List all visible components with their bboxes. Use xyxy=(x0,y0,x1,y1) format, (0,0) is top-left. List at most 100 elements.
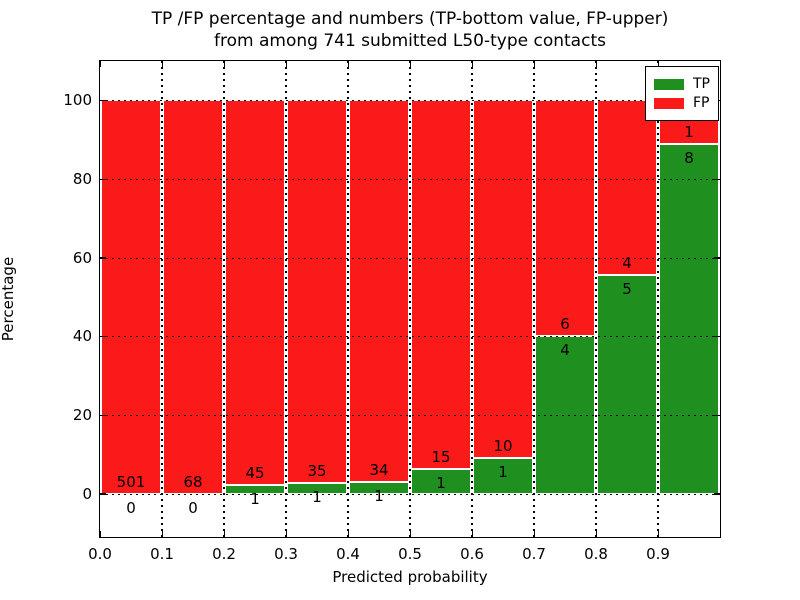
y-tick-right xyxy=(714,178,720,181)
x-tick-top xyxy=(161,61,163,67)
bar-segment-fp xyxy=(535,100,595,337)
tp-count-label: 1 xyxy=(250,490,260,509)
x-tick-top xyxy=(409,61,411,67)
gridline-horizontal xyxy=(100,257,720,259)
legend-label-tp: TP xyxy=(693,76,710,92)
gridline-vertical xyxy=(409,61,411,537)
x-tick-bottom xyxy=(223,531,225,537)
tp-count-label: 5 xyxy=(622,280,632,299)
x-tick-label: 0.3 xyxy=(274,545,298,563)
x-tick-top xyxy=(533,61,535,67)
legend: TP FP xyxy=(645,66,719,121)
x-tick-bottom xyxy=(657,531,659,537)
bar-segment-tp xyxy=(659,144,719,494)
y-tick-right xyxy=(714,335,720,338)
bar-segment-fp xyxy=(597,100,657,276)
y-tick-left xyxy=(100,178,106,181)
gridline-vertical xyxy=(657,61,659,537)
fp-count-label: 45 xyxy=(245,464,265,483)
x-tick-label: 0.6 xyxy=(460,545,484,563)
x-tick-label: 0.0 xyxy=(88,545,112,563)
chart-title-line1: TP /FP percentage and numbers (TP-bottom… xyxy=(151,9,669,29)
gridline-vertical xyxy=(223,61,225,537)
bar-segment-tp xyxy=(597,275,657,494)
tp-count-label: 1 xyxy=(374,487,384,506)
x-tick-label: 0.2 xyxy=(212,545,236,563)
gridline-horizontal xyxy=(100,493,720,495)
gridline-vertical xyxy=(347,61,349,537)
y-tick-left xyxy=(100,414,106,417)
gridline-horizontal xyxy=(100,336,720,338)
x-tick-bottom xyxy=(719,531,721,537)
y-tick-label: 20 xyxy=(72,406,92,425)
bar-segment-tp xyxy=(225,485,285,494)
x-tick-top xyxy=(99,61,101,67)
gridline-vertical xyxy=(285,61,287,537)
x-tick-top xyxy=(595,61,597,67)
tp-count-label: 1 xyxy=(312,487,322,506)
x-tick-top xyxy=(719,61,721,67)
bar-segment-fp xyxy=(411,100,471,470)
y-tick-label: 0 xyxy=(82,484,92,503)
gridline-vertical xyxy=(533,61,535,537)
legend-entry-tp: TP xyxy=(654,76,710,92)
chart-title-line2: from among 741 submitted L50-type contac… xyxy=(214,31,606,51)
y-tick-right xyxy=(714,257,720,259)
tp-count-label: 1 xyxy=(436,474,446,493)
x-tick-bottom xyxy=(533,531,535,537)
fp-count-label: 6 xyxy=(560,315,570,334)
fp-count-label: 15 xyxy=(431,448,451,467)
y-tick-right xyxy=(714,414,720,417)
x-tick-bottom xyxy=(161,531,163,537)
x-tick-top xyxy=(347,61,349,67)
tp-count-label: 0 xyxy=(188,498,198,517)
x-tick-label: 0.5 xyxy=(398,545,422,563)
x-tick-bottom xyxy=(409,531,411,537)
tp-count-label: 8 xyxy=(684,149,694,168)
y-tick-label: 40 xyxy=(72,327,92,346)
y-tick-left xyxy=(100,99,106,102)
fp-count-label: 35 xyxy=(307,461,327,480)
bar-segment-tp xyxy=(535,336,595,494)
y-tick-label: 80 xyxy=(72,170,92,189)
y-axis-label: Percentage xyxy=(0,256,17,342)
y-tick-right xyxy=(714,493,720,495)
tp-swatch-icon xyxy=(654,78,684,90)
gridline-horizontal xyxy=(100,100,720,102)
fp-count-label: 1 xyxy=(684,123,694,142)
y-tick-left xyxy=(100,335,106,338)
x-tick-top xyxy=(285,61,287,67)
fp-count-label: 68 xyxy=(183,472,203,491)
bar-segment-fp xyxy=(225,100,285,486)
gridline-horizontal xyxy=(100,179,720,181)
x-tick-bottom xyxy=(285,531,287,537)
x-tick-top xyxy=(657,61,659,67)
bar-segment-fp xyxy=(101,100,161,494)
fp-swatch-icon xyxy=(654,97,684,109)
x-tick-label: 0.9 xyxy=(646,545,670,563)
fp-count-label: 501 xyxy=(116,472,146,491)
x-tick-top xyxy=(471,61,473,67)
y-tick-left xyxy=(100,493,106,495)
bar-segment-fp xyxy=(349,100,409,483)
bar-segment-fp xyxy=(163,100,223,494)
x-tick-bottom xyxy=(595,531,597,537)
x-tick-label: 0.4 xyxy=(336,545,360,563)
fp-count-label: 10 xyxy=(493,436,513,455)
gridline-vertical xyxy=(161,61,163,537)
x-axis-label: Predicted probability xyxy=(332,568,488,586)
x-tick-label: 0.7 xyxy=(522,545,546,563)
bar-segment-fp xyxy=(287,100,347,483)
fp-count-label: 34 xyxy=(369,461,389,480)
x-tick-bottom xyxy=(99,531,101,537)
tp-count-label: 4 xyxy=(560,341,570,360)
bar-segment-tp xyxy=(349,482,409,494)
gridline-vertical xyxy=(595,61,597,537)
bar-segment-tp xyxy=(411,469,471,494)
x-tick-label: 0.1 xyxy=(150,545,174,563)
bar-segment-tp xyxy=(473,457,533,494)
x-tick-bottom xyxy=(347,531,349,537)
bar-segment-tp xyxy=(287,482,347,494)
legend-label-fp: FP xyxy=(693,95,710,111)
